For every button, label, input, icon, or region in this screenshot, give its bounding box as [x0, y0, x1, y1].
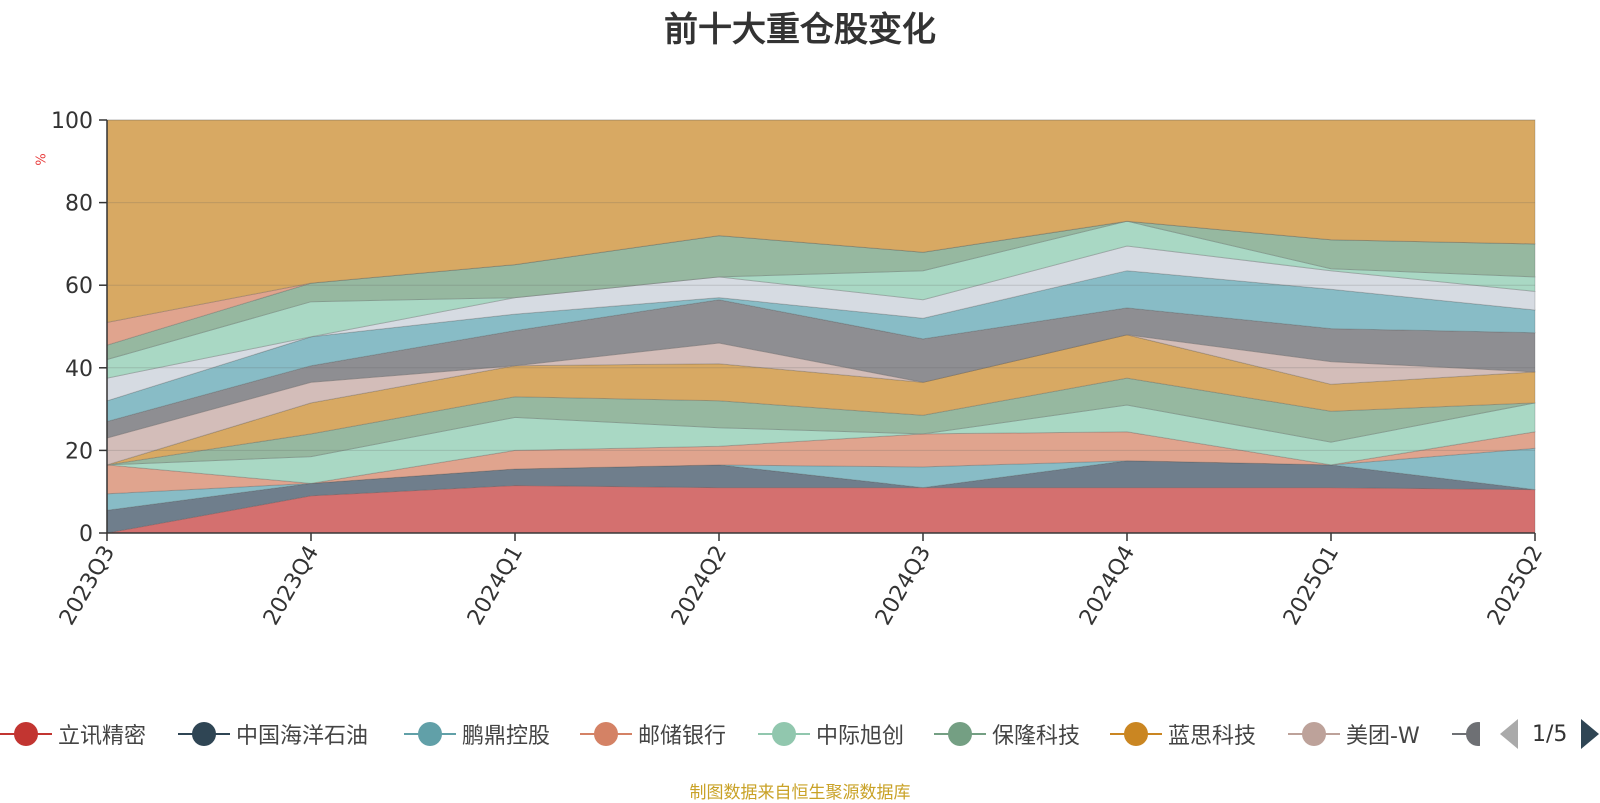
legend-label: 立讯精密	[58, 724, 147, 749]
y-tick-label: 20	[65, 439, 93, 464]
x-tick-label: 2025Q2	[1483, 542, 1548, 630]
legend-marker-icon	[1110, 718, 1162, 750]
legend-marker-icon	[1288, 718, 1340, 750]
x-tick-label: 2024Q1	[463, 542, 528, 630]
legend: 立讯精密 中国海洋石油 鹏鼎控股 邮储银行 中际旭创 保隆科技 蓝思科技 美团-W	[0, 718, 1600, 754]
legend-next-page-button[interactable]	[1581, 719, 1600, 749]
legend-item[interactable]: 保隆科技	[934, 718, 1080, 750]
legend-label: 保隆科技	[992, 724, 1081, 749]
y-tick-label: 100	[51, 109, 93, 134]
legend-marker-icon	[758, 718, 810, 750]
legend-item[interactable]: 美团-W	[1288, 718, 1420, 750]
legend-marker-icon	[178, 718, 230, 750]
legend-item-truncated[interactable]	[1452, 718, 1480, 750]
x-tick-label: 2023Q4	[259, 542, 324, 630]
legend-item[interactable]: 邮储银行	[580, 718, 726, 750]
legend-label: 中国海洋石油	[236, 724, 369, 749]
legend-label: 邮储银行	[638, 724, 727, 749]
legend-page-indicator: 1/5	[1532, 721, 1568, 747]
area-bands	[106, 119, 1536, 534]
x-tick-label: 2024Q3	[871, 542, 936, 630]
legend-item[interactable]: 鹏鼎控股	[404, 718, 550, 750]
legend-marker-icon	[580, 718, 632, 750]
legend-label: 中际旭创	[816, 724, 905, 749]
y-tick-label: 0	[79, 522, 93, 547]
legend-item[interactable]: 蓝思科技	[1110, 718, 1256, 750]
area-band	[106, 460, 1536, 534]
y-axis-unit-label: %	[34, 153, 50, 166]
legend-marker-icon	[934, 718, 986, 750]
x-tick-label: 2024Q2	[667, 542, 732, 630]
legend-label: 蓝思科技	[1168, 724, 1257, 749]
y-tick-label: 40	[65, 357, 93, 382]
legend-item[interactable]: 立讯精密	[0, 718, 146, 750]
legend-prev-page-button[interactable]	[1500, 719, 1518, 749]
x-tick-label: 2024Q4	[1075, 542, 1140, 630]
legend-label: 鹏鼎控股	[462, 724, 551, 749]
legend-item[interactable]: 中际旭创	[758, 718, 904, 750]
x-tick-label: 2025Q1	[1279, 542, 1344, 630]
legend-label: 美团-W	[1346, 724, 1420, 749]
legend-pager: 1/5	[1500, 718, 1600, 750]
grid-lines	[107, 119, 1535, 534]
legend-item[interactable]: 中国海洋石油	[178, 718, 368, 750]
legend-marker-icon	[0, 718, 52, 750]
y-tick-label: 80	[65, 192, 93, 217]
area-band	[106, 119, 1536, 324]
x-tick-label: 2023Q3	[55, 542, 120, 630]
chart-title: 前十大重仓股变化	[664, 10, 936, 50]
data-source-note: 制图数据来自恒生聚源数据库	[689, 783, 911, 803]
legend-marker-icon	[404, 718, 456, 750]
legend-marker-icon	[1452, 718, 1480, 750]
y-tick-label: 60	[65, 274, 93, 299]
